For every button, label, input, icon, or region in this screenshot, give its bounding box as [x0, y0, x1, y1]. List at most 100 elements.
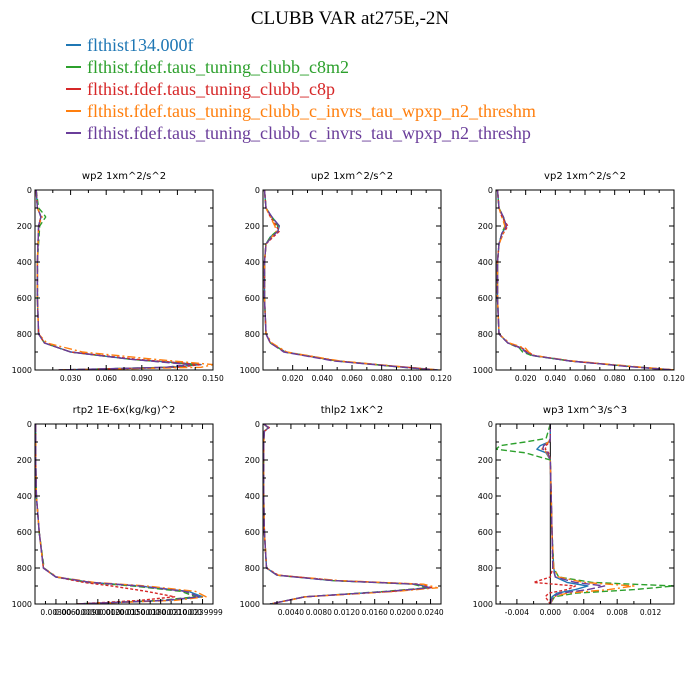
y-tick-label: 1000 [12, 600, 32, 609]
chart-title: wp2 1xm^2/s^2 [82, 171, 166, 182]
y-tick-label: 200 [17, 222, 32, 231]
x-tick-label: 0.150 [202, 374, 224, 383]
legend: flthist134.000f flthist.fdef.taus_tuning… [66, 34, 536, 144]
chart-panel: rtp2 1E-6x(kg/kg)^2 0 200 400 600 800 1000 0.00… [12, 405, 223, 617]
y-tick-label: 600 [478, 294, 493, 303]
series-line [263, 190, 436, 370]
x-tick-label: -0.004 [505, 608, 529, 617]
plot-frame [495, 423, 675, 605]
x-tick-label: 0.00600000 [54, 608, 100, 617]
y-tick-label: 600 [17, 528, 32, 537]
y-tick-label: 1000 [473, 600, 493, 609]
y-tick-label: 800 [17, 330, 32, 339]
series-line [263, 424, 430, 604]
series-line [35, 424, 207, 604]
series-line [496, 190, 672, 370]
series-line [35, 424, 200, 604]
x-tick-label: 0.0240 [417, 608, 443, 617]
plot-frame [262, 189, 442, 371]
x-tick-label: 0.120 [167, 374, 189, 383]
x-tick-label: 0.100 [634, 374, 656, 383]
x-tick-label: 0.0040 [278, 608, 304, 617]
y-tick-label: 0 [255, 420, 260, 429]
series-line [35, 190, 202, 370]
y-tick-label: 600 [478, 528, 493, 537]
x-tick-label: 0.0150000 [119, 608, 160, 617]
series-line [496, 424, 674, 604]
y-tick-label: 400 [478, 258, 493, 267]
legend-label: flthist.fdef.taus_tuning_clubb_c_invrs_t… [87, 123, 531, 143]
y-tick-label: 600 [245, 528, 260, 537]
series-line [35, 190, 202, 370]
chart-title: wp3 1xm^3/s^3 [543, 405, 627, 416]
y-tick-label: 600 [245, 294, 260, 303]
page-title: CLUBB VAR at275E,-2N [250, 8, 450, 29]
y-tick-label: 200 [245, 222, 260, 231]
y-tick-label: 1000 [473, 366, 493, 375]
y-tick-label: 1000 [240, 600, 260, 609]
x-tick-label: 0.120 [663, 374, 685, 383]
chart-title: rtp2 1E-6x(kg/kg)^2 [73, 405, 176, 416]
series-line [35, 190, 213, 370]
series-group [496, 190, 674, 370]
y-tick-label: 800 [245, 330, 260, 339]
x-tick-label: 0.080 [604, 374, 626, 383]
series-line [263, 190, 439, 370]
legend-item: flthist134.000f [66, 34, 536, 56]
y-tick-label: 200 [245, 456, 260, 465]
series-group [496, 424, 674, 604]
x-tick-label: 0.000 [540, 608, 562, 617]
x-tick-label: 0.080 [371, 374, 393, 383]
chart-panel: up2 1xm^2/s^2 0 200 400 600 800 1000 0.020 0.040… [240, 171, 452, 383]
series-group [35, 424, 207, 604]
legend-swatch [66, 88, 81, 90]
series-line [496, 190, 674, 370]
chart-panel: vp2 1xm^2/s^2 0 200 400 600 800 1000 0.020 0.040… [473, 171, 685, 383]
y-tick-label: 400 [17, 258, 32, 267]
series-line [496, 190, 674, 370]
x-tick-label: 0.0200 [389, 608, 415, 617]
y-tick-label: 0 [488, 420, 493, 429]
legend-swatch [66, 44, 81, 46]
x-tick-label: 0.0239999 [182, 608, 223, 617]
x-tick-label: 0.0120 [334, 608, 360, 617]
legend-label: flthist.fdef.taus_tuning_clubb_c_invrs_t… [87, 101, 536, 121]
y-tick-label: 400 [245, 258, 260, 267]
x-tick-label: 0.120 [430, 374, 452, 383]
y-tick-label: 0 [488, 186, 493, 195]
x-tick-label: 0.020 [282, 374, 304, 383]
x-tick-label: 0.060 [341, 374, 363, 383]
x-tick-label: 0.040 [312, 374, 334, 383]
y-tick-label: 0 [27, 186, 32, 195]
legend-item: flthist.fdef.taus_tuning_clubb_c_invrs_t… [66, 122, 536, 144]
x-tick-label: 0.020 [515, 374, 537, 383]
y-tick-label: 800 [478, 330, 493, 339]
legend-label: flthist134.000f [87, 35, 194, 55]
y-tick-label: 600 [17, 294, 32, 303]
x-tick-label: 0.090 [131, 374, 153, 383]
x-tick-label: 0.0210000 [161, 608, 202, 617]
legend-item: flthist.fdef.taus_tuning_clubb_c_invrs_t… [66, 100, 536, 122]
x-tick-label: 0.0120000 [98, 608, 139, 617]
y-tick-label: 1000 [12, 366, 32, 375]
series-line [263, 190, 439, 370]
x-tick-label: 0.004 [573, 608, 595, 617]
legend-swatch [66, 132, 81, 134]
y-tick-label: 200 [478, 222, 493, 231]
series-line [542, 424, 606, 604]
legend-item: flthist.fdef.taus_tuning_clubb_c8p [66, 78, 536, 100]
series-group [263, 424, 439, 604]
x-tick-label: 0.0080 [306, 608, 332, 617]
legend-item: flthist.fdef.taus_tuning_clubb_c8m2 [66, 56, 536, 78]
y-tick-label: 400 [17, 492, 32, 501]
plot-frame [495, 189, 675, 371]
x-tick-label: 0.008 [606, 608, 628, 617]
legend-swatch [66, 66, 81, 68]
chart-panel: thlp2 1xK^2 0 200 400 600 800 1000 0.0040 0.0080… [240, 405, 444, 617]
chart-title: vp2 1xm^2/s^2 [544, 171, 626, 182]
series-line [35, 190, 196, 370]
y-tick-label: 200 [478, 456, 493, 465]
series-line [35, 190, 191, 370]
y-tick-label: 800 [245, 564, 260, 573]
